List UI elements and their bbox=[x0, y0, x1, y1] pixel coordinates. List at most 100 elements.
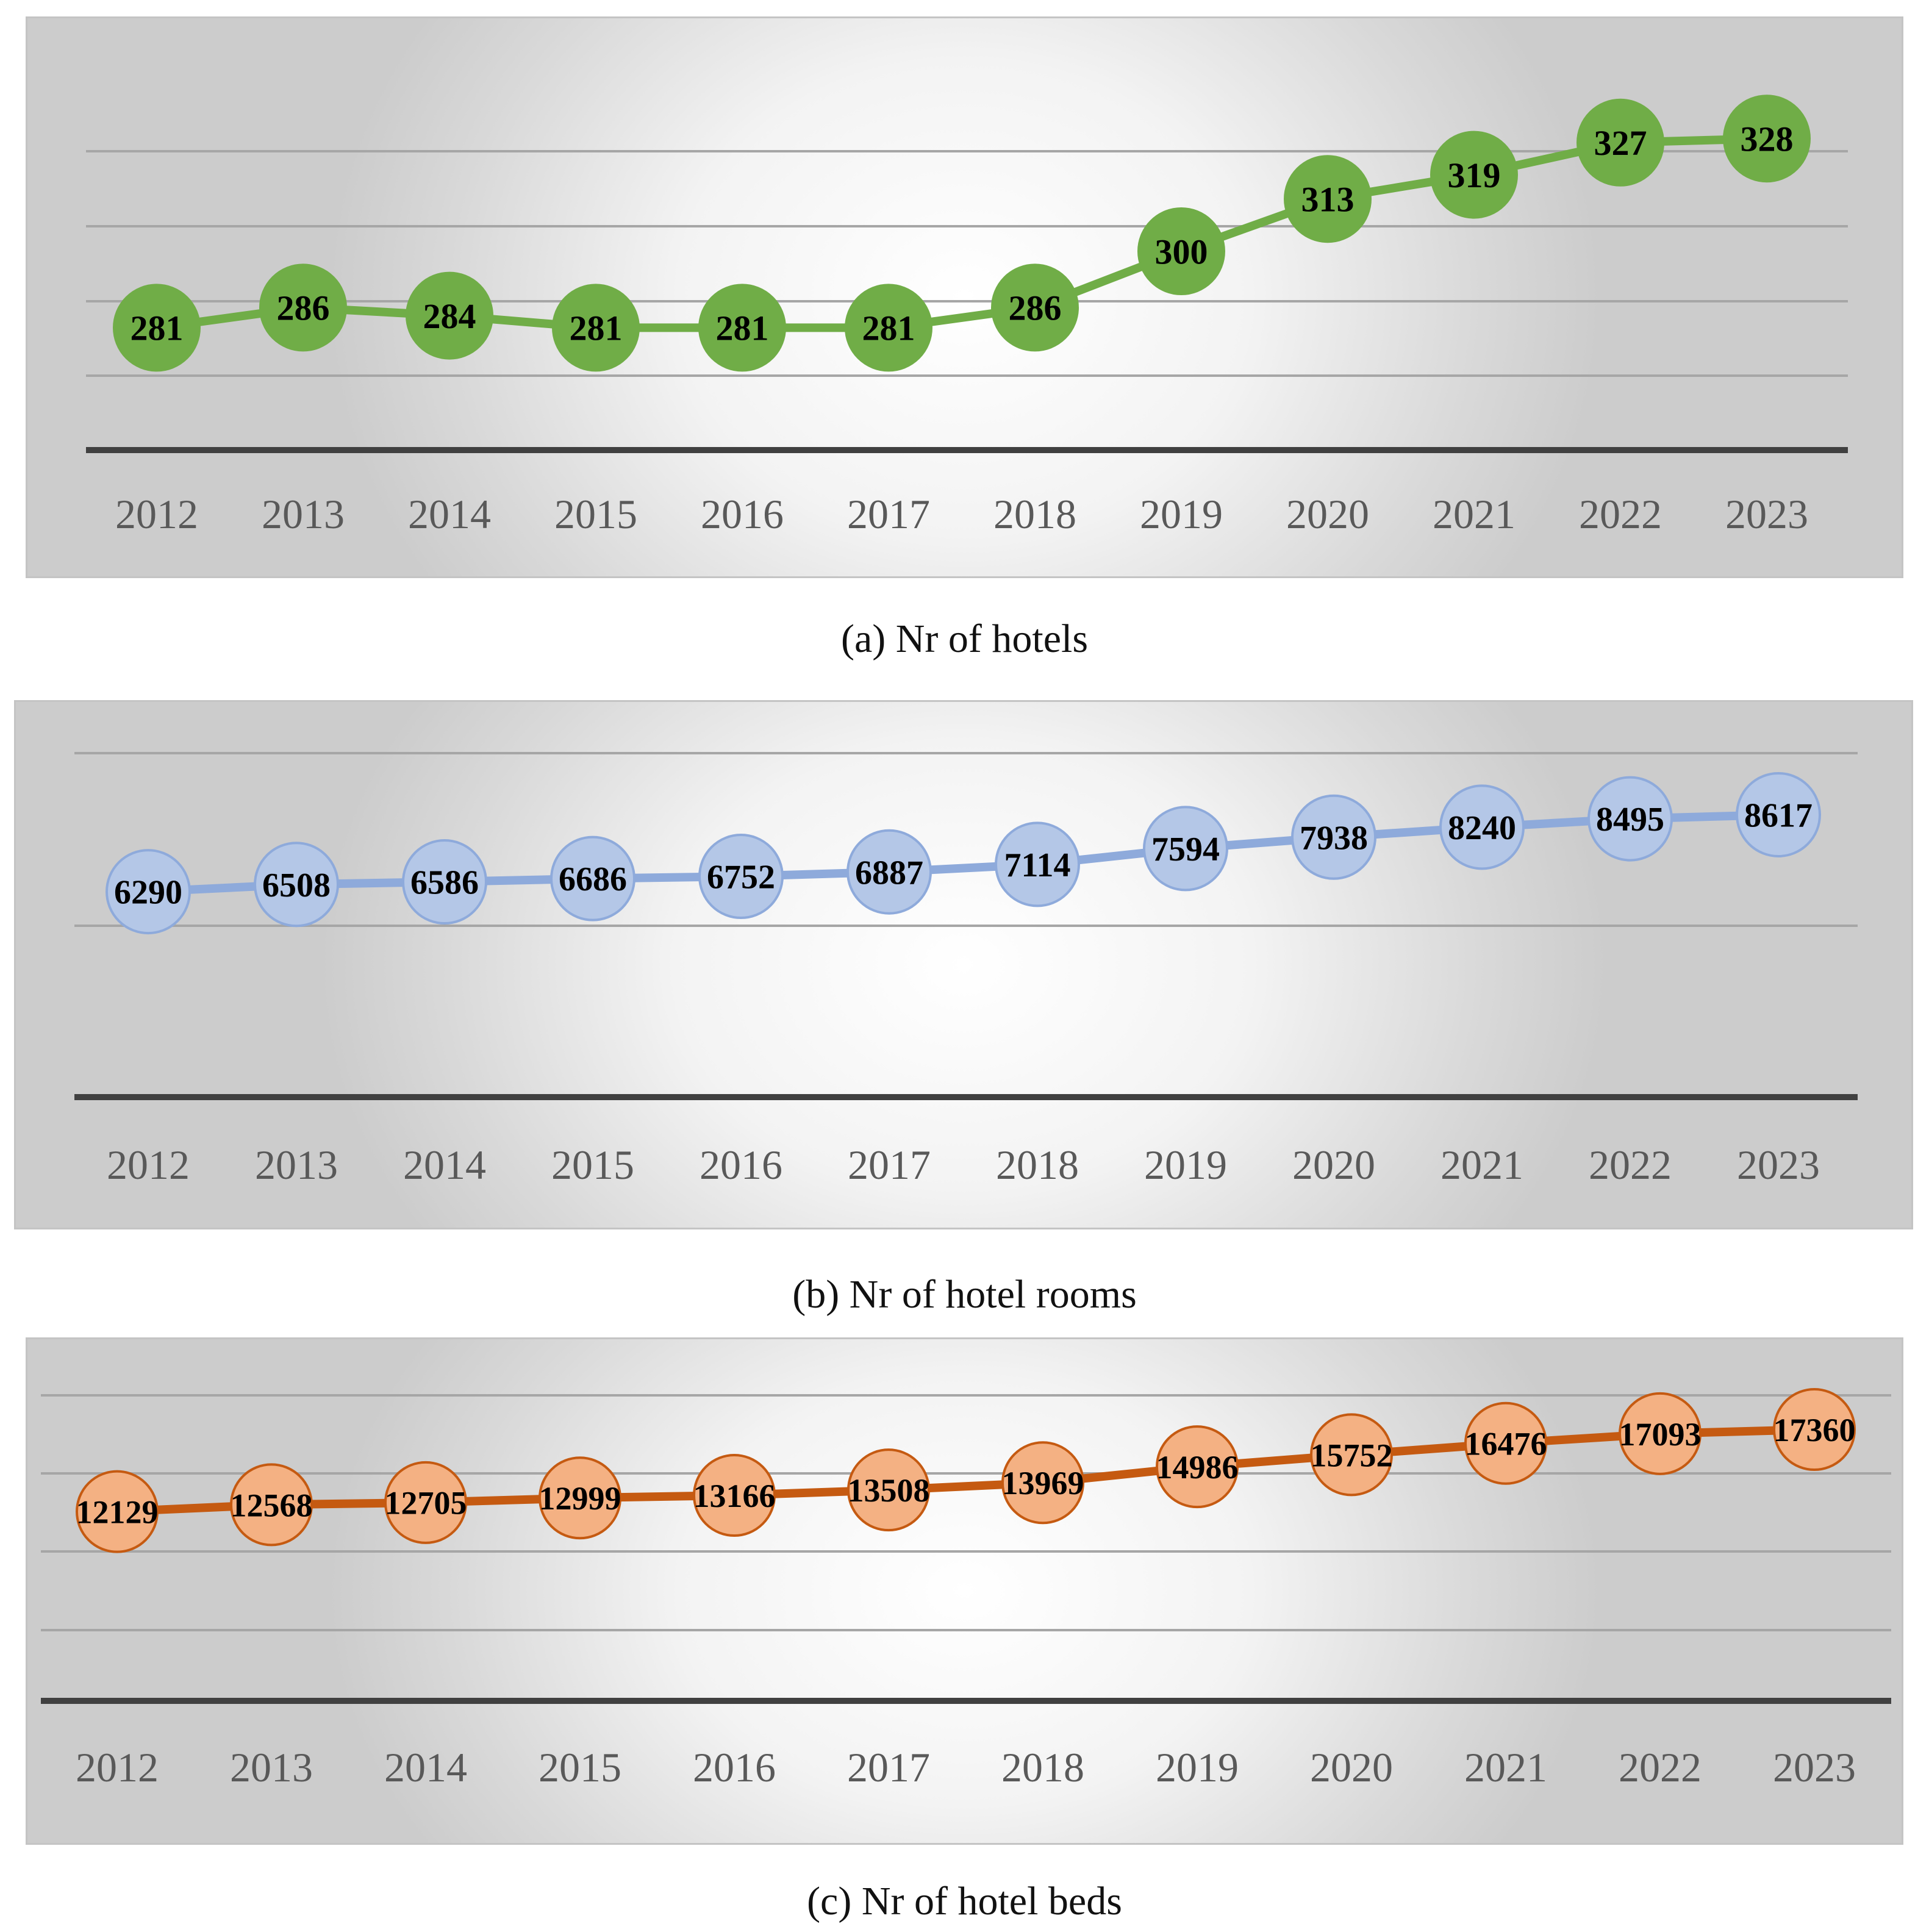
data-label: 6752 bbox=[707, 859, 775, 896]
data-label: 313 bbox=[1301, 180, 1355, 220]
data-point bbox=[1464, 1401, 1547, 1485]
data-point bbox=[1143, 806, 1228, 892]
x-tick-label: 2013 bbox=[230, 1744, 313, 1791]
x-tick-label: 2017 bbox=[847, 1744, 930, 1791]
data-label: 286 bbox=[1009, 288, 1062, 328]
x-tick-label: 2019 bbox=[1144, 1142, 1227, 1188]
x-tick-label: 2022 bbox=[1619, 1744, 1702, 1791]
data-label: 13969 bbox=[1002, 1465, 1084, 1501]
gridlines bbox=[86, 150, 1848, 377]
data-label: 12705 bbox=[385, 1485, 467, 1522]
x-tick-label: 2017 bbox=[847, 491, 930, 537]
data-point bbox=[846, 829, 932, 915]
data-label: 12568 bbox=[231, 1487, 313, 1523]
data-label: 328 bbox=[1741, 120, 1794, 159]
data-label: 14986 bbox=[1156, 1449, 1239, 1486]
chart-title-beds: (c) Nr of hotel beds bbox=[807, 1879, 1122, 1923]
data-label: 300 bbox=[1155, 232, 1208, 271]
data-label: 6586 bbox=[410, 864, 479, 902]
data-labels: 12129 12568 12705 12999 13166 13508 13969 14986… bbox=[76, 1412, 1856, 1531]
x-tick-label: 2023 bbox=[1773, 1744, 1856, 1791]
x-tick-label: 2019 bbox=[1140, 491, 1223, 537]
data-point bbox=[550, 835, 635, 921]
series-line bbox=[156, 134, 1767, 332]
hotels-chart: 2012 2013 2014 2015 2016 2017 2018 2019 2020 2021… bbox=[86, 95, 1848, 537]
data-point bbox=[1619, 1392, 1702, 1475]
data-point bbox=[1291, 794, 1376, 880]
data-point bbox=[1576, 98, 1664, 187]
chart-panel-beds: 2012 2013 2014 2015 2016 2017 2018 2019 2020 2021… bbox=[26, 1337, 1903, 1845]
data-point bbox=[1137, 207, 1225, 295]
data-point bbox=[1439, 784, 1525, 870]
data-point bbox=[539, 1456, 621, 1540]
chart-title-hotels: (a) Nr of hotels bbox=[840, 617, 1089, 661]
x-tick-label: 2018 bbox=[996, 1142, 1079, 1188]
data-markers bbox=[106, 771, 1821, 935]
x-tick-label: 2022 bbox=[1589, 1142, 1672, 1188]
data-label: 7114 bbox=[1004, 846, 1071, 884]
x-tick-label: 2015 bbox=[554, 491, 637, 537]
data-point bbox=[1723, 95, 1811, 183]
data-label: 284 bbox=[423, 296, 476, 336]
rooms-chart: 2012 2013 2014 2015 2016 2017 2018 2019 2020 2021… bbox=[74, 752, 1858, 1188]
data-label: 12999 bbox=[539, 1480, 621, 1517]
data-label: 281 bbox=[862, 309, 915, 348]
x-tick-label: 2014 bbox=[403, 1142, 486, 1188]
data-label: 17360 bbox=[1773, 1412, 1856, 1448]
data-label: 7938 bbox=[1300, 819, 1368, 857]
x-tick-labels: 2012 2013 2014 2015 2016 2017 2018 2019 2020 2021… bbox=[76, 1744, 1856, 1791]
data-point bbox=[259, 263, 347, 352]
data-point bbox=[698, 834, 784, 920]
data-point bbox=[76, 1470, 159, 1553]
data-label: 327 bbox=[1594, 123, 1647, 163]
data-label: 13508 bbox=[848, 1472, 930, 1509]
data-point bbox=[106, 849, 191, 935]
data-point bbox=[402, 839, 487, 925]
data-labels: 281 286 284 281 281 281 286 300 313 319 327 328 bbox=[131, 120, 1794, 348]
data-label: 8617 bbox=[1744, 797, 1813, 835]
chart-panel-rooms: 2012 2013 2014 2015 2016 2017 2018 2019 2020 2021… bbox=[14, 700, 1913, 1229]
data-label: 12129 bbox=[76, 1494, 159, 1531]
data-point bbox=[847, 1448, 930, 1532]
data-label: 8495 bbox=[1596, 801, 1664, 839]
data-point bbox=[1001, 1441, 1084, 1525]
data-point bbox=[254, 842, 339, 928]
gridlines bbox=[74, 752, 1858, 927]
data-point bbox=[1310, 1413, 1393, 1497]
data-label: 16476 bbox=[1465, 1426, 1547, 1462]
data-point bbox=[113, 284, 201, 372]
x-tick-label: 2018 bbox=[993, 491, 1076, 537]
data-point bbox=[384, 1461, 467, 1544]
x-tick-label: 2014 bbox=[408, 491, 491, 537]
data-label: 6290 bbox=[114, 874, 182, 912]
data-label: 6508 bbox=[262, 867, 331, 904]
data-point bbox=[1736, 771, 1821, 857]
data-label: 319 bbox=[1448, 156, 1501, 195]
x-tick-label: 2023 bbox=[1725, 491, 1808, 537]
data-point bbox=[991, 263, 1079, 352]
data-point bbox=[1430, 131, 1518, 219]
data-point bbox=[845, 284, 932, 372]
data-point bbox=[230, 1463, 313, 1547]
x-tick-label: 2016 bbox=[693, 1744, 776, 1791]
chart-title-rooms: (b) Nr of hotel rooms bbox=[792, 1272, 1137, 1317]
data-label: 281 bbox=[131, 309, 184, 348]
x-tick-label: 2014 bbox=[384, 1744, 467, 1791]
data-label: 7594 bbox=[1151, 831, 1220, 868]
x-tick-label: 2012 bbox=[115, 491, 198, 537]
x-tick-label: 2022 bbox=[1579, 491, 1662, 537]
x-tick-label: 2015 bbox=[551, 1142, 634, 1188]
x-tick-label: 2016 bbox=[701, 491, 784, 537]
x-tick-labels: 2012 2013 2014 2015 2016 2017 2018 2019 2020 2021… bbox=[107, 1142, 1820, 1188]
data-point bbox=[1773, 1387, 1856, 1471]
x-tick-label: 2017 bbox=[848, 1142, 931, 1188]
data-point bbox=[995, 821, 1080, 907]
x-tick-label: 2021 bbox=[1440, 1142, 1523, 1188]
data-label: 15752 bbox=[1311, 1437, 1393, 1473]
x-tick-label: 2021 bbox=[1433, 491, 1516, 537]
beds-chart: 2012 2013 2014 2015 2016 2017 2018 2019 2020 2021… bbox=[41, 1387, 1891, 1791]
x-tick-label: 2020 bbox=[1286, 491, 1369, 537]
x-tick-label: 2012 bbox=[107, 1142, 190, 1188]
data-label: 17093 bbox=[1619, 1416, 1702, 1453]
data-markers bbox=[113, 95, 1811, 372]
